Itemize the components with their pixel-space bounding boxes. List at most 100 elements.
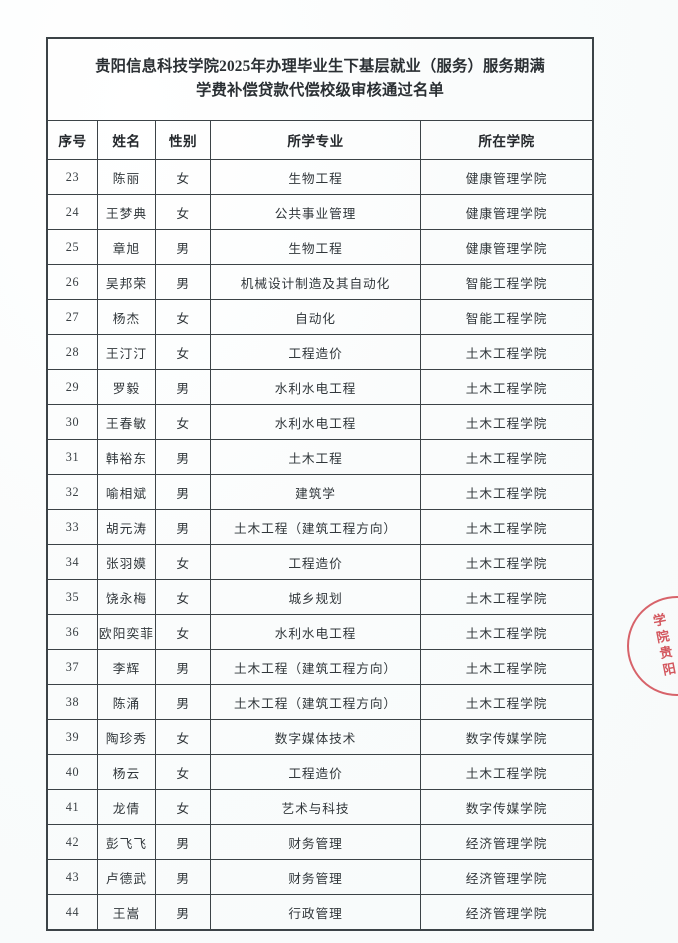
cell-gender: 男 bbox=[155, 439, 211, 475]
cell-major: 工程造价 bbox=[210, 334, 421, 370]
cell-college: 经济管理学院 bbox=[419, 859, 594, 895]
cell-major: 行政管理 bbox=[210, 894, 421, 930]
cell-major: 自动化 bbox=[210, 299, 421, 335]
cell-major: 生物工程 bbox=[210, 159, 421, 195]
cell-college: 智能工程学院 bbox=[419, 264, 594, 300]
cell-college: 智能工程学院 bbox=[419, 299, 594, 335]
cell-index: 32 bbox=[47, 474, 98, 510]
cell-gender: 女 bbox=[155, 719, 211, 755]
cell-name: 陶珍秀 bbox=[97, 719, 156, 755]
cell-gender: 女 bbox=[155, 544, 211, 580]
cell-college: 土木工程学院 bbox=[419, 334, 594, 370]
cell-index: 27 bbox=[47, 299, 98, 335]
cell-gender: 女 bbox=[155, 299, 211, 335]
cell-index: 33 bbox=[47, 509, 98, 545]
cell-index: 38 bbox=[47, 684, 98, 720]
table-row: 29 罗毅男水利水电工程 土木工程学院 bbox=[47, 369, 594, 405]
table-row: 25 章旭男生物工程 健康管理学院 bbox=[47, 229, 594, 265]
cell-name: 陈涌 bbox=[97, 684, 156, 720]
table-row: 28 王汀汀女工程造价 土木工程学院 bbox=[47, 334, 594, 370]
cell-college: 土木工程学院 bbox=[419, 684, 594, 720]
column-header-gender: 性别 bbox=[155, 120, 211, 160]
cell-gender: 男 bbox=[155, 684, 211, 720]
cell-index: 23 bbox=[47, 159, 98, 195]
cell-name: 饶永梅 bbox=[97, 579, 156, 615]
cell-major: 公共事业管理 bbox=[210, 194, 421, 230]
cell-index: 42 bbox=[47, 824, 98, 860]
cell-gender: 女 bbox=[155, 789, 211, 825]
cell-gender: 女 bbox=[155, 614, 211, 650]
cell-gender: 男 bbox=[155, 509, 211, 545]
table-row: 44 王嵩男行政管理 经济管理学院 bbox=[47, 894, 594, 930]
cell-name: 杨杰 bbox=[97, 299, 156, 335]
cell-name: 喻相斌 bbox=[97, 474, 156, 510]
cell-index: 40 bbox=[47, 754, 98, 790]
cell-gender: 女 bbox=[155, 754, 211, 790]
cell-major: 数字媒体技术 bbox=[210, 719, 421, 755]
title-row: 贵阳信息科技学院2025年办理毕业生下基层就业（服务）服务期满 学费补偿贷款代偿… bbox=[46, 38, 594, 121]
cell-major: 水利水电工程 bbox=[210, 369, 421, 405]
cell-college: 健康管理学院 bbox=[419, 159, 594, 195]
table-header-row: 序号 姓名 性别 所学专业 所在学院 bbox=[47, 120, 594, 160]
cell-major: 财务管理 bbox=[210, 859, 421, 895]
cell-index: 31 bbox=[47, 439, 98, 475]
approval-name-list-table: 贵阳信息科技学院2025年办理毕业生下基层就业（服务）服务期满 学费补偿贷款代偿… bbox=[45, 37, 595, 931]
cell-index: 25 bbox=[47, 229, 98, 265]
table-row: 41 龙倩女艺术与科技 数字传媒学院 bbox=[47, 789, 594, 825]
document-title-line-2: 学费补偿贷款代偿校级审核通过名单 bbox=[196, 81, 444, 99]
cell-name: 吴邦荣 bbox=[97, 264, 156, 300]
table-row: 36 欧阳奕菲女水利水电工程 土木工程学院 bbox=[47, 614, 594, 650]
cell-name: 罗毅 bbox=[97, 369, 156, 405]
cell-index: 39 bbox=[47, 719, 98, 755]
table-row: 40 杨云女工程造价 土木工程学院 bbox=[47, 754, 594, 790]
cell-name: 卢德武 bbox=[97, 859, 156, 895]
cell-name: 杨云 bbox=[97, 754, 156, 790]
cell-major: 工程造价 bbox=[210, 544, 421, 580]
cell-major: 建筑学 bbox=[210, 474, 421, 510]
cell-gender: 男 bbox=[155, 649, 211, 685]
cell-gender: 男 bbox=[155, 264, 211, 300]
document-title-line-1: 贵阳信息科技学院2025年办理毕业生下基层就业（服务）服务期满 bbox=[95, 57, 545, 75]
cell-college: 数字传媒学院 bbox=[419, 789, 594, 825]
cell-major: 城乡规划 bbox=[210, 579, 421, 615]
table-row: 39 陶珍秀女数字媒体技术 数字传媒学院 bbox=[47, 719, 594, 755]
cell-college: 土木工程学院 bbox=[419, 439, 594, 475]
table-row: 42 彭飞飞男财务管理 经济管理学院 bbox=[47, 824, 594, 860]
cell-college: 数字传媒学院 bbox=[419, 719, 594, 755]
cell-gender: 男 bbox=[155, 859, 211, 895]
cell-major: 土木工程 bbox=[210, 439, 421, 475]
cell-index: 34 bbox=[47, 544, 98, 580]
cell-college: 经济管理学院 bbox=[419, 894, 594, 930]
cell-major: 土木工程（建筑工程方向） bbox=[210, 684, 421, 720]
cell-college: 土木工程学院 bbox=[419, 369, 594, 405]
cell-major: 艺术与科技 bbox=[210, 789, 421, 825]
cell-gender: 女 bbox=[155, 194, 211, 230]
table-row: 32 喻相斌男建筑学 土木工程学院 bbox=[47, 474, 594, 510]
cell-gender: 女 bbox=[155, 579, 211, 615]
cell-gender: 男 bbox=[155, 894, 211, 930]
table-row: 30 王春敏女水利水电工程 土木工程学院 bbox=[47, 404, 594, 440]
cell-gender: 女 bbox=[155, 159, 211, 195]
cell-college: 土木工程学院 bbox=[419, 579, 594, 615]
table-row: 37 李辉男土木工程（建筑工程方向） 土木工程学院 bbox=[47, 649, 594, 685]
cell-index: 41 bbox=[47, 789, 98, 825]
cell-college: 土木工程学院 bbox=[419, 649, 594, 685]
cell-major: 财务管理 bbox=[210, 824, 421, 860]
column-header-college: 所在学院 bbox=[419, 120, 594, 160]
table-row: 38 陈涌男土木工程（建筑工程方向） 土木工程学院 bbox=[47, 684, 594, 720]
cell-name: 欧阳奕菲 bbox=[97, 614, 156, 650]
cell-college: 经济管理学院 bbox=[419, 824, 594, 860]
cell-gender: 男 bbox=[155, 229, 211, 265]
cell-name: 彭飞飞 bbox=[97, 824, 156, 860]
cell-name: 章旭 bbox=[97, 229, 156, 265]
cell-name: 龙倩 bbox=[97, 789, 156, 825]
cell-major: 水利水电工程 bbox=[210, 404, 421, 440]
cell-college: 健康管理学院 bbox=[419, 229, 594, 265]
cell-name: 王梦典 bbox=[97, 194, 156, 230]
cell-name: 李辉 bbox=[97, 649, 156, 685]
cell-college: 土木工程学院 bbox=[419, 614, 594, 650]
column-header-index: 序号 bbox=[47, 120, 98, 160]
cell-college: 土木工程学院 bbox=[419, 509, 594, 545]
column-header-major: 所学专业 bbox=[210, 120, 421, 160]
